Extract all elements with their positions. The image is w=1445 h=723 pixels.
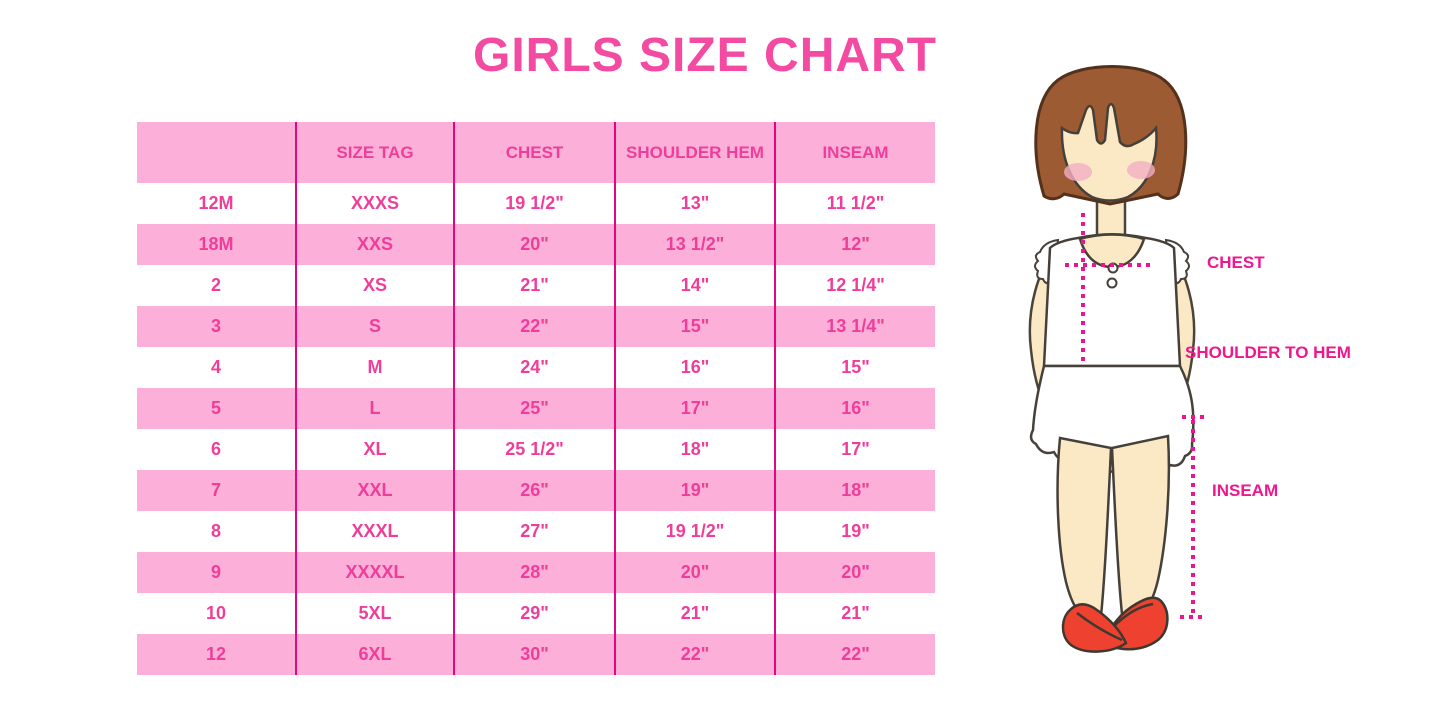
table-row: 5 L 25" 17" 16"	[137, 388, 935, 429]
table-cell: 12"	[841, 234, 870, 254]
table-cell: XS	[297, 265, 455, 306]
header-cell-inseam: INSEAM	[822, 143, 889, 162]
table-cell: 17"	[616, 388, 776, 429]
shoulder-to-hem-label: SHOULDER TO HEM	[1185, 343, 1351, 362]
table-cell: 5	[137, 388, 297, 429]
table-cell: 17"	[841, 439, 870, 459]
table-cell: 19 1/2"	[616, 511, 776, 552]
table-cell: 7	[137, 470, 297, 511]
table-cell: 19"	[841, 521, 870, 541]
table-row: 3 S 22" 15" 13 1/4"	[137, 306, 935, 347]
table-cell: 16"	[841, 398, 870, 418]
table-row: 8 XXXL 27" 19 1/2" 19"	[137, 511, 935, 552]
table-cell: 8	[137, 511, 297, 552]
table-cell: 30"	[455, 634, 616, 675]
table-cell: 22"	[455, 306, 616, 347]
table-cell: XL	[297, 429, 455, 470]
table-cell: 18M	[137, 224, 297, 265]
girl-left-shoe-strap	[1076, 612, 1123, 642]
table-cell: 21"	[841, 603, 870, 623]
girl-blush-right	[1127, 161, 1155, 179]
table-cell: 21"	[455, 265, 616, 306]
header-cell-size-tag: SIZE TAG	[297, 122, 455, 183]
table-cell: 11 1/2"	[826, 193, 885, 213]
table-cell: 22"	[616, 634, 776, 675]
header-cell-blank	[137, 122, 297, 183]
table-cell: 13 1/2"	[616, 224, 776, 265]
header-cell-chest: CHEST	[455, 122, 616, 183]
table-row: 9 XXXXL 28" 20" 20"	[137, 552, 935, 593]
table-cell: 24"	[455, 347, 616, 388]
table-cell: 27"	[455, 511, 616, 552]
table-cell: 9	[137, 552, 297, 593]
table-header-row: SIZE TAG CHEST SHOULDER HEM INSEAM	[137, 122, 935, 183]
table-cell: 14"	[616, 265, 776, 306]
table-cell: 18"	[841, 480, 870, 500]
table-cell: 4	[137, 347, 297, 388]
page-title: GIRLS SIZE CHART	[472, 29, 938, 82]
girl-right-leg	[1110, 434, 1171, 616]
table-cell: 2	[137, 265, 297, 306]
table-cell: M	[297, 347, 455, 388]
girl-illustration	[1028, 65, 1205, 653]
table-row: 4 M 24" 16" 15"	[137, 347, 935, 388]
table-cell: 6	[137, 429, 297, 470]
table-cell: 6XL	[297, 634, 455, 675]
table-cell: 15"	[616, 306, 776, 347]
table-cell: 20"	[841, 562, 870, 582]
table-cell: L	[297, 388, 455, 429]
table-cell: XXL	[297, 470, 455, 511]
table-row: 6 XL 25 1/2" 18" 17"	[137, 429, 935, 470]
table-row: 12M XXXS 19 1/2" 13" 11 1/2"	[137, 183, 935, 224]
table-cell: 3	[137, 306, 297, 347]
table-row: 2 XS 21" 14" 12 1/4"	[137, 265, 935, 306]
chest-label: CHEST	[1207, 253, 1265, 272]
table-cell: 29"	[455, 593, 616, 634]
table-cell: 22"	[841, 644, 870, 664]
inseam-label: INSEAM	[1212, 481, 1279, 500]
table-body: 12M XXXS 19 1/2" 13" 11 1/2" 18M XXS 20" 13 1/2"…	[137, 183, 935, 675]
girl-left-leg	[1056, 436, 1113, 618]
table-cell: 13"	[616, 183, 776, 224]
table-cell: XXXL	[297, 511, 455, 552]
table-cell: 18"	[616, 429, 776, 470]
table-cell: 16"	[616, 347, 776, 388]
table-cell: XXXXL	[297, 552, 455, 593]
table-cell: 25"	[455, 388, 616, 429]
table-cell: 15"	[841, 357, 870, 377]
table-cell: 21"	[616, 593, 776, 634]
table-cell: 19 1/2"	[455, 183, 616, 224]
table-cell: 12M	[137, 183, 297, 224]
girl-neckline	[1078, 233, 1146, 269]
table-row: 7 XXL 26" 19" 18"	[137, 470, 935, 511]
table-row: 10 5XL 29" 21" 21"	[137, 593, 935, 634]
girl-blush-left	[1064, 163, 1092, 181]
table-cell: 19"	[616, 470, 776, 511]
table-row: 12 6XL 30" 22" 22"	[137, 634, 935, 675]
table-cell: 20"	[616, 552, 776, 593]
table-cell: S	[297, 306, 455, 347]
table-row: 18M XXS 20" 13 1/2" 12"	[137, 224, 935, 265]
table-cell: 20"	[455, 224, 616, 265]
girl-left-shoe	[1061, 603, 1128, 653]
table-cell: 12 1/4"	[826, 275, 885, 295]
table-cell: 25 1/2"	[455, 429, 616, 470]
table-cell: 13 1/4"	[826, 316, 885, 336]
table-cell: 28"	[455, 552, 616, 593]
girl-button-bottom	[1106, 277, 1118, 289]
table-cell: XXXS	[297, 183, 455, 224]
table-cell: XXS	[297, 224, 455, 265]
table-cell: 26"	[455, 470, 616, 511]
header-cell-shoulder-hem: SHOULDER HEM	[616, 122, 776, 183]
table-cell: 10	[137, 593, 297, 634]
size-table: SIZE TAG CHEST SHOULDER HEM INSEAM 12M XX…	[137, 122, 935, 675]
table-cell: 5XL	[297, 593, 455, 634]
table-cell: 12	[137, 634, 297, 675]
